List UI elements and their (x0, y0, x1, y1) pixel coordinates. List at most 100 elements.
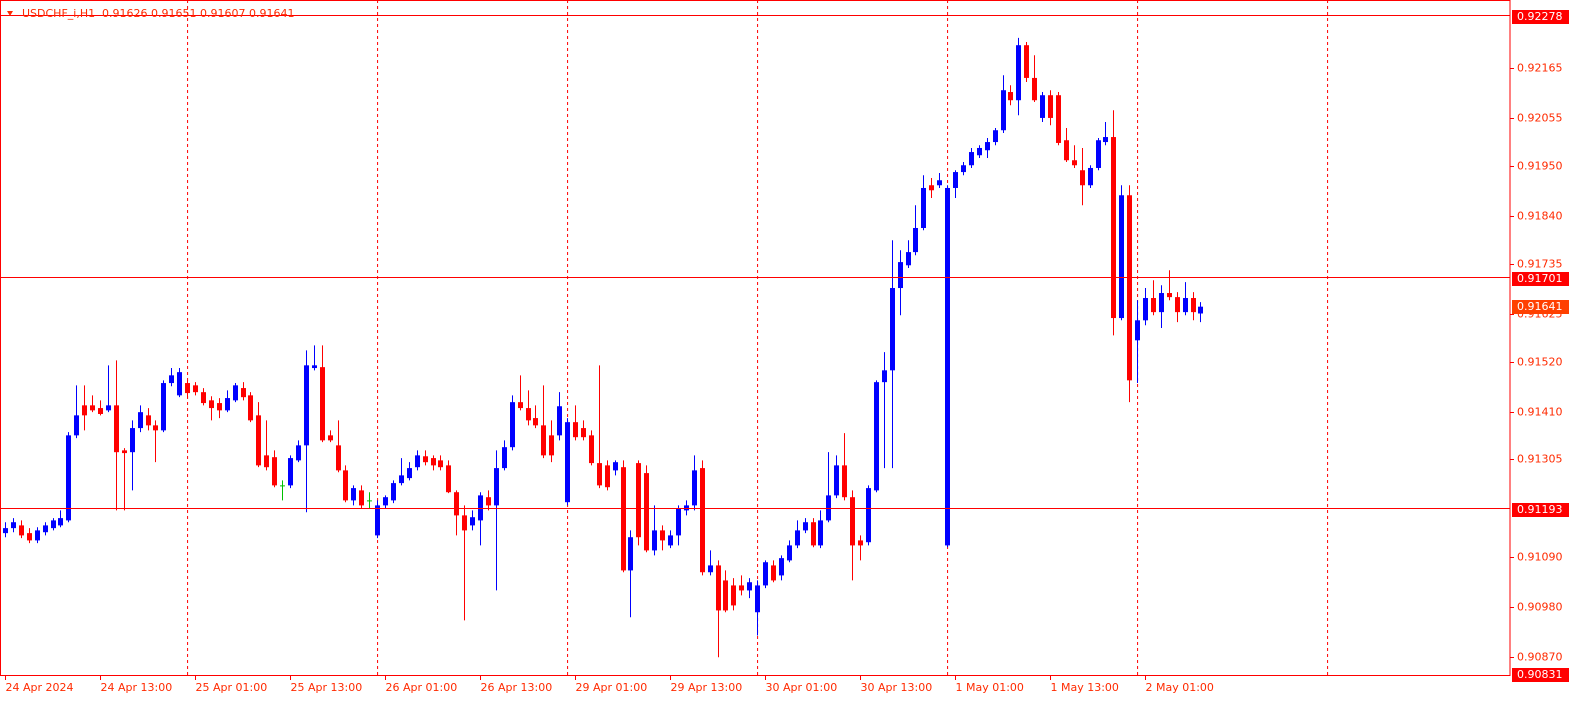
candle-body (1096, 140, 1101, 168)
candle-body (739, 585, 744, 591)
candle-body (336, 445, 341, 471)
header-high: 0.91651 (151, 7, 197, 20)
candle-body (502, 447, 507, 469)
candle-body (1024, 45, 1029, 78)
candle-body (1167, 293, 1172, 298)
candle-body (676, 508, 681, 536)
candle-body (597, 463, 602, 486)
candle-body (890, 288, 895, 371)
candle-body (1056, 95, 1061, 143)
candle-body (826, 495, 831, 521)
candle-body (533, 418, 538, 426)
x-tick-label: 24 Apr 2024 (6, 681, 74, 694)
candle-body (1127, 195, 1132, 381)
candle-body (169, 375, 174, 384)
candle-body (723, 580, 728, 611)
candle-body (985, 142, 990, 151)
x-tick-label: 25 Apr 01:00 (196, 681, 268, 694)
level-box (1512, 10, 1569, 24)
candle-body (1183, 298, 1188, 313)
candle-body (486, 497, 491, 506)
y-tick-label: 0.91090 (1517, 551, 1563, 564)
candle-body (700, 468, 705, 573)
candle-body (518, 402, 523, 409)
candle-body (850, 497, 855, 546)
candle-body (1032, 77, 1037, 101)
candle-body (565, 422, 570, 503)
candle-body (106, 405, 111, 411)
candle-body (913, 227, 918, 253)
candle-body (621, 467, 626, 571)
x-tick-label: 1 May 13:00 (1051, 681, 1119, 694)
candle-body (248, 395, 253, 421)
candle-body (510, 402, 515, 448)
candle-body (921, 187, 926, 228)
candle-body (454, 492, 459, 516)
x-tick-label: 1 May 01:00 (956, 681, 1024, 694)
candle-body (953, 172, 958, 188)
candle-body (628, 537, 633, 571)
x-tick-label: 26 Apr 01:00 (386, 681, 458, 694)
candle-body (367, 500, 372, 502)
candle-body (328, 435, 333, 441)
y-tick-label: 0.92165 (1517, 62, 1563, 75)
level-box (1512, 503, 1569, 517)
candle-body (478, 495, 483, 521)
menu-arrow[interactable] (7, 11, 13, 16)
candle-body (1159, 293, 1164, 313)
candle-body (1080, 170, 1085, 186)
candle-body (161, 383, 166, 431)
overlay-layer: 0.92278 0.91701 0.91193 0.91641 0.90831 (0, 10, 1569, 682)
candle-body (122, 450, 127, 454)
candle-body (351, 488, 356, 501)
candle-body (185, 383, 190, 394)
candle-body (462, 515, 467, 531)
current-price-label: 0.91641 (1517, 300, 1563, 313)
candle-body (1191, 298, 1196, 313)
candle-body (74, 415, 79, 436)
candle-body (668, 535, 673, 546)
candle-body (1143, 298, 1148, 321)
current-price-box (1512, 300, 1569, 314)
candle-body (787, 545, 792, 561)
candle-body (573, 422, 578, 438)
candle-body (1111, 137, 1116, 319)
candle-body (217, 403, 222, 411)
x-tick-label: 24 Apr 13:00 (101, 681, 173, 694)
candle-body (272, 457, 277, 486)
candle-body (1064, 140, 1069, 161)
axis-min-label: 0.90831 (1517, 668, 1563, 681)
candle-body (605, 465, 610, 488)
candle-body (906, 252, 911, 266)
candle-body (431, 458, 436, 466)
candle-body (1103, 137, 1108, 143)
plot-frame (0, 0, 1511, 676)
candle-body (708, 565, 713, 573)
candle-body (874, 382, 879, 491)
candle-body (98, 408, 103, 414)
candle-body (225, 398, 230, 411)
candle-body (1008, 92, 1013, 101)
candle-body (304, 365, 309, 446)
candle-body (288, 458, 293, 486)
x-tick-label: 30 Apr 01:00 (766, 681, 838, 694)
candle-body (391, 483, 396, 501)
candle-body (961, 165, 966, 173)
y-tick-label: 0.92055 (1517, 112, 1563, 125)
y-tick-label: 0.91520 (1517, 356, 1563, 369)
candle-body (130, 428, 135, 453)
candle-body (11, 522, 16, 529)
header-low: 0.91607 (200, 7, 246, 20)
header-close: 0.91641 (249, 7, 295, 20)
candle-body (763, 562, 768, 586)
candle-body (834, 465, 839, 496)
candle-body (882, 370, 887, 383)
level-label: 0.91701 (1517, 272, 1563, 285)
candle-body (1175, 297, 1180, 313)
candle-body (581, 428, 586, 438)
candle-body (692, 470, 697, 506)
candle-body (375, 505, 380, 536)
candle-body (407, 468, 412, 479)
candle-body (280, 485, 285, 487)
candle-body (51, 520, 56, 529)
